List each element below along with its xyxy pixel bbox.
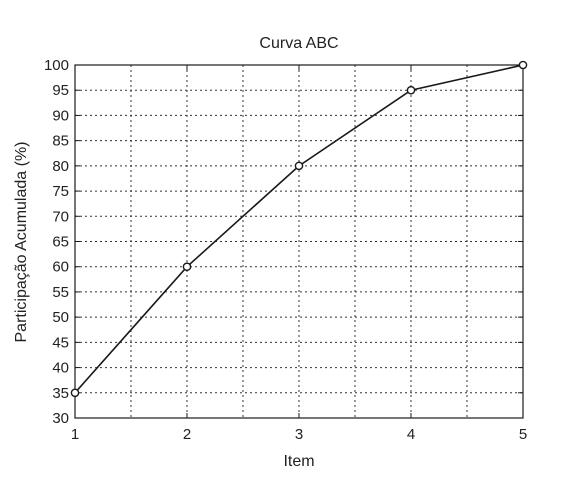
x-tick-label: 4	[407, 426, 415, 443]
y-tick-label: 70	[52, 208, 69, 225]
data-point	[406, 85, 416, 95]
y-tick-label: 45	[52, 334, 69, 351]
x-axis-tick-labels: 1 2 3 4 5	[71, 426, 527, 443]
y-tick-label: 30	[52, 410, 69, 427]
grid	[75, 65, 523, 418]
y-tick-label: 65	[52, 234, 69, 251]
y-tick-label: 85	[52, 133, 69, 150]
chart-title: Curva ABC	[259, 35, 338, 52]
x-tick-label: 5	[519, 426, 527, 443]
y-tick-label: 95	[52, 82, 69, 99]
y-tick-label: 100	[44, 57, 69, 74]
data-point	[294, 161, 304, 171]
y-tick-label: 40	[52, 360, 69, 377]
series	[70, 60, 528, 398]
x-tick-label: 3	[295, 426, 303, 443]
y-tick-label: 80	[52, 158, 69, 175]
y-tick-label: 90	[52, 107, 69, 124]
x-tick-label: 1	[71, 426, 79, 443]
y-tick-label: 75	[52, 183, 69, 200]
y-tick-label: 50	[52, 309, 69, 326]
y-tick-label: 60	[52, 259, 69, 276]
y-axis-tick-labels: 30 35 40 45 50 55 60 65 70 75 80 85 90 95 100	[44, 57, 69, 427]
data-point	[70, 388, 80, 398]
x-tick-label: 2	[183, 426, 191, 443]
axis-ticks	[74, 64, 524, 419]
data-point	[518, 60, 528, 70]
data-point	[182, 262, 192, 272]
x-axis-label: Item	[283, 453, 314, 470]
y-tick-label: 35	[52, 385, 69, 402]
y-tick-label: 55	[52, 284, 69, 301]
y-axis-label: Participação Acumulada (%)	[13, 142, 30, 343]
